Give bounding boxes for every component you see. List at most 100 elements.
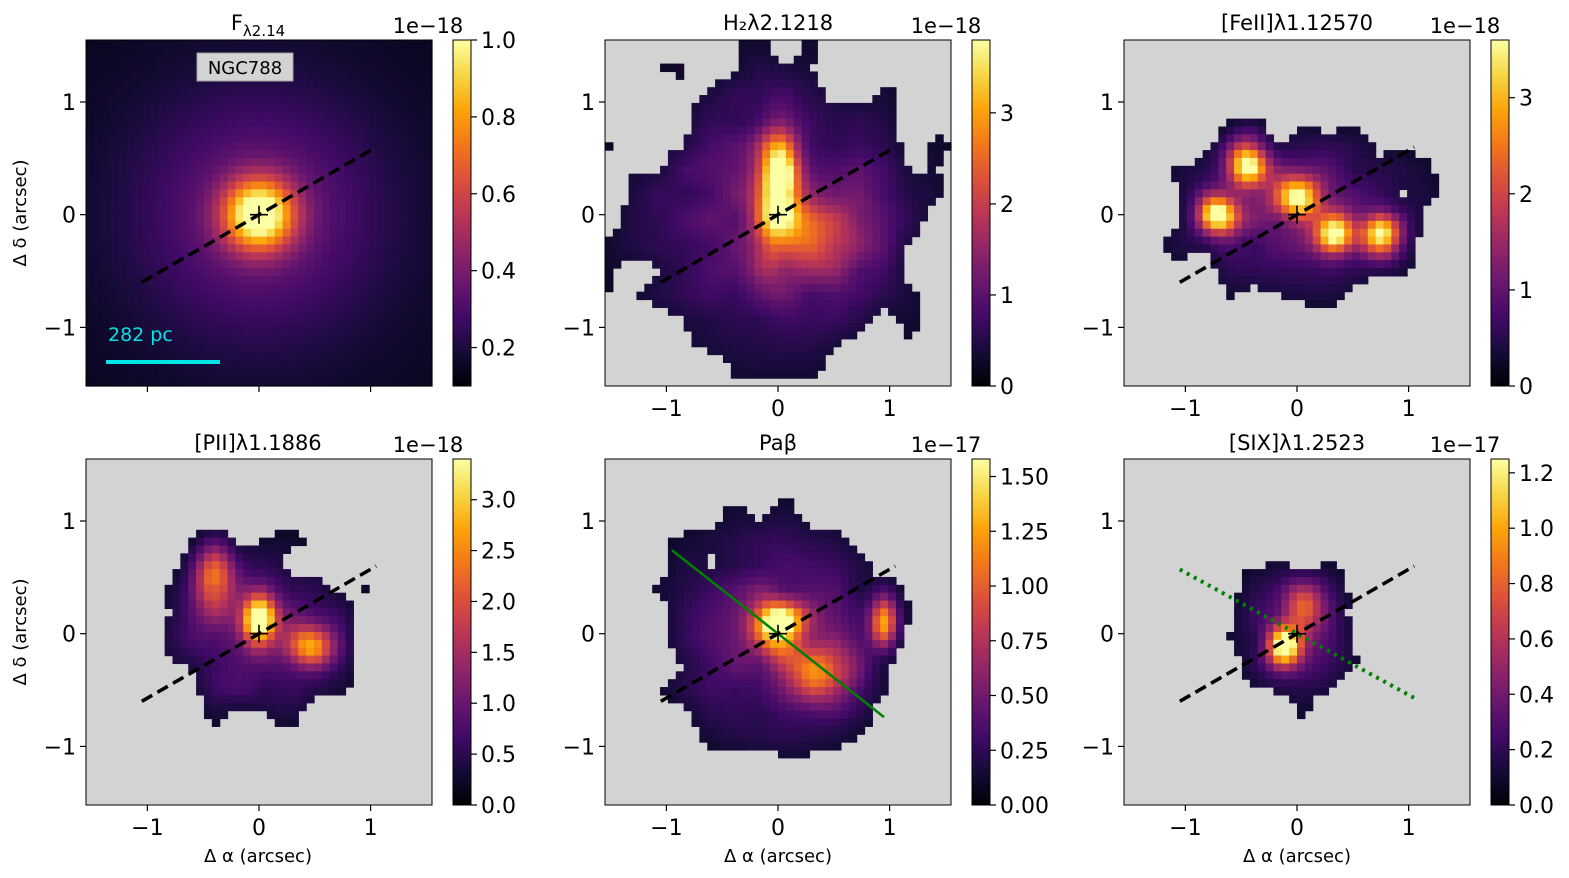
heatmap-cell — [306, 616, 315, 625]
heatmap-cell — [1297, 236, 1306, 246]
heatmap-cell — [329, 205, 339, 214]
heatmap-cell — [691, 142, 700, 151]
heatmap-cell — [321, 315, 331, 324]
heatmap-cell — [164, 63, 174, 73]
heatmap-cell — [793, 275, 803, 285]
heatmap-cell — [227, 283, 237, 293]
heatmap-cell — [235, 157, 244, 167]
heatmap-cell — [148, 134, 158, 143]
heatmap-cell — [1241, 283, 1251, 293]
heatmap-cell — [219, 213, 229, 222]
heatmap-cell — [290, 584, 299, 594]
heatmap-cell — [770, 639, 779, 649]
heatmap-cell — [235, 624, 244, 633]
heatmap-cell — [314, 632, 323, 641]
heatmap-cell — [856, 710, 866, 720]
heatmap-cell — [730, 95, 740, 104]
heatmap-cell — [746, 687, 756, 696]
heatmap-cell — [1352, 220, 1361, 230]
heatmap-cell — [683, 663, 693, 672]
heatmap-cell — [770, 307, 779, 316]
heatmap-cell — [219, 95, 229, 104]
heatmap-cell — [290, 663, 299, 672]
heatmap-cell — [691, 189, 700, 198]
heatmap-cell — [416, 181, 425, 191]
heatmap-cell — [660, 213, 669, 222]
heatmap-cell — [746, 173, 756, 183]
heatmap-cell — [683, 213, 693, 222]
heatmap-cell — [730, 205, 740, 214]
heatmap-cell — [416, 205, 425, 214]
heatmap-cell — [369, 87, 378, 96]
heatmap-cell — [290, 181, 299, 191]
heatmap-cell — [235, 694, 244, 704]
heatmap-cell — [817, 213, 826, 222]
heatmap-cell — [833, 220, 842, 230]
heatmap-cell — [164, 244, 174, 253]
heatmap-cell — [746, 47, 756, 57]
heatmap-cell — [1312, 197, 1322, 206]
heatmap-cell — [141, 220, 150, 230]
heatmap-cell — [361, 323, 370, 332]
heatmap-cell — [707, 118, 716, 128]
heatmap-cell — [188, 647, 197, 657]
heatmap-cell — [345, 63, 354, 73]
heatmap-cell — [644, 244, 653, 253]
heatmap-cell — [754, 647, 763, 657]
heatmap-cell — [880, 165, 889, 175]
heatmap-cell — [683, 694, 693, 704]
heatmap-cell — [227, 624, 237, 633]
heatmap-cell — [392, 354, 402, 364]
heatmap-cell — [361, 291, 370, 301]
heatmap-cell — [337, 110, 347, 120]
heatmap-cell — [376, 354, 386, 364]
heatmap-cell — [785, 157, 795, 167]
heatmap-cell — [683, 545, 693, 554]
heatmap-cell — [675, 220, 685, 230]
heatmap-cell — [172, 165, 181, 175]
heatmap-cell — [911, 197, 921, 206]
heatmap-cell — [762, 189, 771, 198]
heatmap-cell — [785, 655, 795, 665]
heatmap-cell — [746, 110, 756, 120]
heatmap-cell — [1265, 213, 1275, 222]
heatmap-cell — [188, 362, 197, 371]
heatmap-cell — [1367, 220, 1377, 230]
heatmap-cell — [1344, 275, 1353, 285]
heatmap-cell — [172, 197, 181, 206]
heatmap-cell — [93, 79, 103, 88]
heatmap-cell — [825, 181, 834, 191]
heatmap-cell — [817, 244, 826, 253]
heatmap-cell — [408, 55, 417, 65]
heatmap-cell — [298, 346, 307, 356]
heatmap-cell — [730, 742, 740, 751]
heatmap-cell — [203, 142, 213, 151]
heatmap-cell — [848, 330, 858, 340]
heatmap-cell — [1312, 134, 1322, 143]
heatmap-cell — [848, 616, 858, 625]
heatmap-cell — [809, 362, 818, 371]
heatmap-cell — [259, 205, 268, 214]
heatmap-cell — [762, 173, 771, 183]
heatmap-cell — [337, 142, 347, 151]
heatmap-cell — [880, 205, 889, 214]
heatmap-cell — [156, 307, 166, 316]
heatmap-cell — [825, 102, 834, 112]
heatmap-cell — [754, 95, 763, 104]
heatmap-cell — [416, 228, 425, 238]
heatmap-cell — [369, 63, 378, 73]
heatmap-cell — [392, 275, 402, 285]
heatmap-cell — [259, 260, 268, 269]
heatmap-cell — [856, 283, 866, 293]
heatmap-cell — [290, 189, 299, 198]
heatmap-cell — [148, 150, 158, 159]
heatmap-cell — [369, 79, 378, 88]
heatmap-cell — [856, 569, 866, 578]
heatmap-cell — [770, 529, 779, 539]
heatmap-cell — [321, 110, 331, 120]
heatmap-cell — [392, 323, 402, 332]
heatmap-cell — [770, 260, 779, 269]
heatmap-cell — [266, 679, 276, 688]
heatmap-cell — [746, 228, 756, 238]
